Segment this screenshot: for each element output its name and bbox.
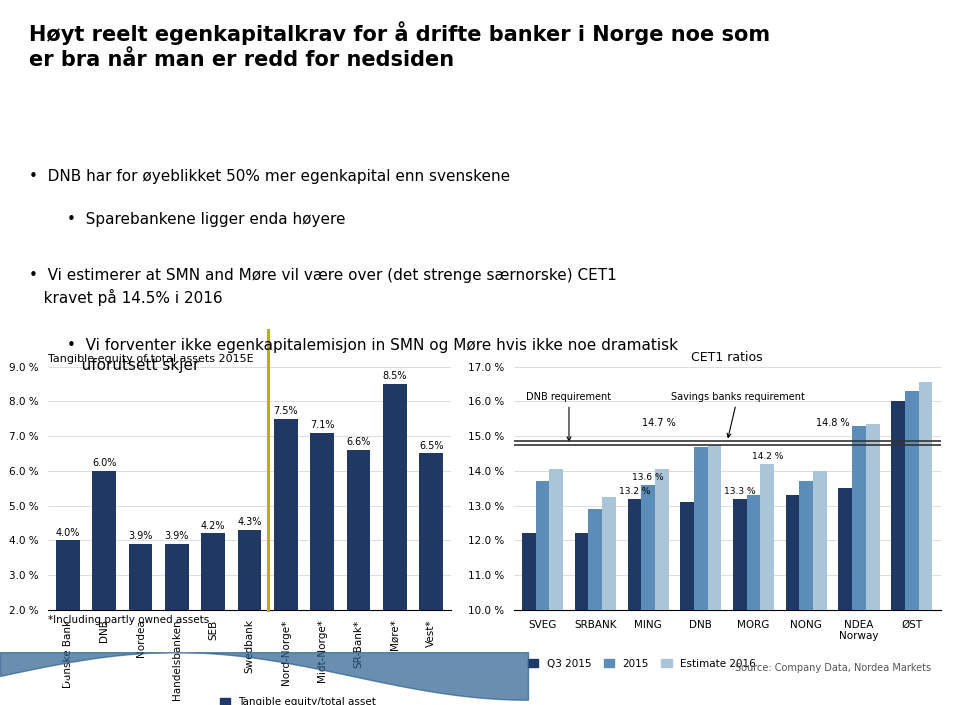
- Text: 4.0%: 4.0%: [56, 527, 81, 537]
- Bar: [852, 426, 866, 705]
- Bar: [694, 446, 708, 705]
- Bar: [347, 450, 371, 680]
- Bar: [202, 534, 225, 680]
- Bar: [866, 424, 879, 705]
- Bar: [602, 497, 616, 705]
- Bar: [800, 482, 813, 705]
- Text: 7.1%: 7.1%: [310, 420, 334, 430]
- Text: DNB requirement: DNB requirement: [526, 391, 612, 441]
- Bar: [275, 419, 298, 680]
- Bar: [681, 502, 694, 705]
- Text: 7.5%: 7.5%: [274, 406, 299, 416]
- Text: 14.2 %: 14.2 %: [752, 452, 783, 461]
- Text: •  Vi forventer ikke egenkapitalemisjon in SMN og Møre hvis ikke noe dramatisk
 : • Vi forventer ikke egenkapitalemisjon i…: [67, 338, 678, 373]
- Text: •  DNB har for øyeblikket 50% mer egenkapital enn svenskene: • DNB har for øyeblikket 50% mer egenkap…: [29, 169, 510, 184]
- Bar: [919, 382, 932, 705]
- Bar: [383, 384, 407, 680]
- Bar: [785, 495, 800, 705]
- Text: 13.3 %: 13.3 %: [724, 487, 756, 496]
- Text: 4.2%: 4.2%: [201, 520, 226, 531]
- Text: 14.8 %: 14.8 %: [816, 419, 850, 429]
- Bar: [838, 488, 852, 705]
- Text: 4.3%: 4.3%: [237, 517, 262, 527]
- Text: 6.5%: 6.5%: [419, 441, 444, 450]
- Bar: [238, 530, 261, 680]
- Text: •  Vi estimerer at SMN and Møre vil være over (det strenge særnorske) CET1
   kr: • Vi estimerer at SMN and Møre vil være …: [29, 268, 616, 305]
- Text: 6.6%: 6.6%: [347, 437, 371, 447]
- Bar: [57, 540, 80, 680]
- Title: CET1 ratios: CET1 ratios: [691, 351, 763, 364]
- Bar: [92, 471, 116, 680]
- Legend: Tangible equity/total asset: Tangible equity/total asset: [215, 693, 380, 705]
- Text: 13.6 %: 13.6 %: [633, 473, 664, 482]
- Bar: [760, 464, 774, 705]
- Bar: [549, 469, 564, 705]
- Bar: [708, 445, 721, 705]
- Bar: [747, 495, 760, 705]
- Text: 3.9%: 3.9%: [129, 531, 153, 541]
- Bar: [891, 401, 905, 705]
- Text: *Including partly owned assets: *Including partly owned assets: [48, 615, 209, 625]
- Bar: [310, 433, 334, 680]
- Bar: [129, 544, 153, 680]
- Bar: [628, 498, 641, 705]
- Text: Tangible equity of total assets 2015E: Tangible equity of total assets 2015E: [48, 355, 253, 364]
- Bar: [575, 534, 588, 705]
- Text: Høyt reelt egenkapitalkrav for å drifte banker i Norge noe som
er bra når man er: Høyt reelt egenkapitalkrav for å drifte …: [29, 21, 770, 70]
- Bar: [588, 509, 602, 705]
- Text: 8.5%: 8.5%: [383, 372, 407, 381]
- Text: 3.9%: 3.9%: [165, 531, 189, 541]
- Text: 6.0%: 6.0%: [92, 458, 116, 468]
- Bar: [536, 482, 549, 705]
- Bar: [522, 534, 536, 705]
- Bar: [655, 469, 669, 705]
- Bar: [905, 391, 919, 705]
- Bar: [641, 485, 655, 705]
- Text: 13.2 %: 13.2 %: [618, 487, 650, 496]
- Legend: Q3 2015, 2015, Estimate 2016: Q3 2015, 2015, Estimate 2016: [523, 654, 760, 673]
- Text: 🔷: 🔷: [110, 675, 118, 687]
- Bar: [813, 471, 827, 705]
- Text: 14.7 %: 14.7 %: [642, 419, 676, 429]
- Text: Nordea: Nordea: [38, 674, 101, 689]
- Text: Source: Company Data, Nordea Markets: Source: Company Data, Nordea Markets: [735, 663, 931, 673]
- Text: •  Sparebankene ligger enda høyere: • Sparebankene ligger enda høyere: [67, 212, 346, 226]
- Bar: [733, 498, 747, 705]
- Text: Savings banks requirement: Savings banks requirement: [671, 391, 804, 437]
- Bar: [420, 453, 443, 680]
- Bar: [165, 544, 189, 680]
